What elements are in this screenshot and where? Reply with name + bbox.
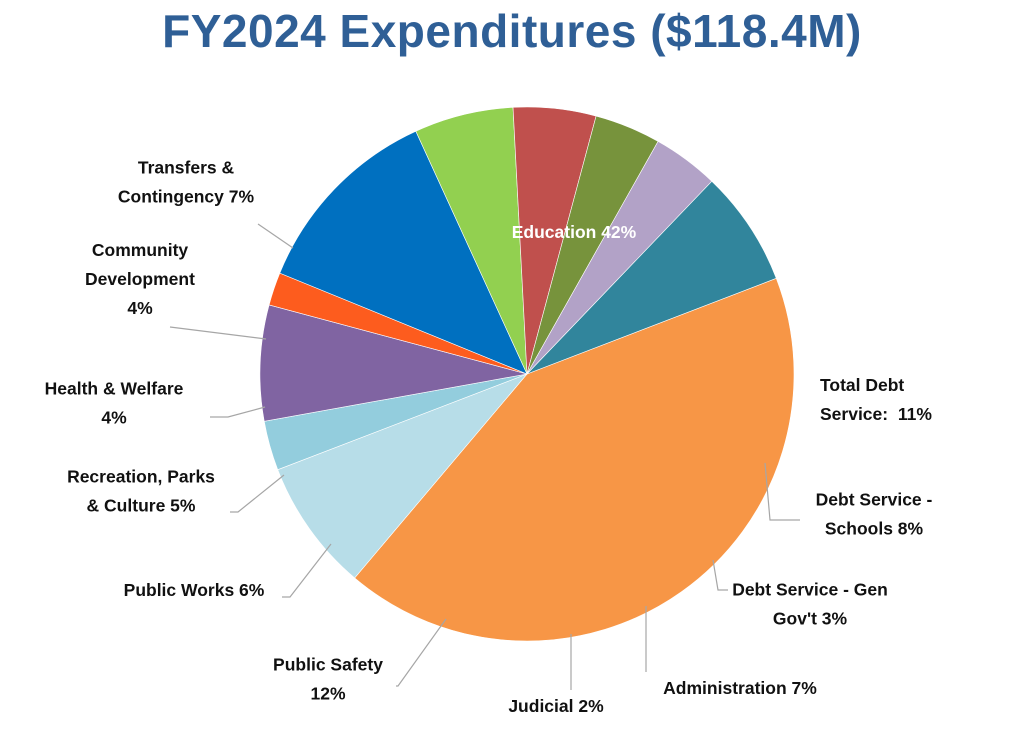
slice-label-judicial: Judicial 2% [508, 696, 604, 716]
group-label-total-debt-service: Total Debt Service: 11% [820, 375, 932, 424]
group-label-line: Total Debt [820, 375, 904, 395]
group-label-line: Service: 11% [820, 404, 932, 424]
slice-label-community-development: Community Development 4% [85, 240, 195, 318]
slice-label-line: Development [85, 269, 195, 289]
slice-administration [259, 304, 528, 422]
slice-label-public-safety: Public Safety 12% [273, 655, 383, 704]
slice-label-line: Health & Welfare [45, 379, 184, 399]
slice-label-recreation-parks-culture: Recreation, Parks & Culture 5% [67, 467, 215, 516]
slice-label-line: Education 42% [512, 222, 637, 242]
leader-line-transfers-contingency [257, 223, 294, 249]
slice-label-line: Public Safety [273, 655, 383, 675]
slice-label-line: 4% [101, 408, 127, 428]
slice-label-line: Community [92, 240, 189, 260]
leader-line-recreation-parks-culture [230, 474, 285, 513]
slice-label-line: Administration 7% [663, 678, 817, 698]
slice-transfers-contingency [526, 180, 777, 375]
leader-lines [169, 223, 800, 690]
leader-line-public-safety [396, 618, 447, 687]
slice-label-administration: Administration 7% [663, 678, 817, 698]
slice-label-education: Education 42% [512, 222, 637, 242]
slice-label-line: Judicial 2% [508, 696, 604, 716]
slice-label-health-welfare: Health & Welfare 4% [45, 379, 184, 428]
leader-line-debt-service-schools [764, 462, 800, 521]
slice-label-line: 4% [127, 298, 153, 318]
slice-label-line: Schools 8% [825, 519, 924, 539]
slice-label-line: Public Works 6% [124, 580, 265, 600]
slice-label-line: Recreation, Parks [67, 467, 215, 487]
chart-title: FY2024 Expenditures ($118.4M) [162, 5, 862, 57]
leader-line-health-welfare [210, 406, 266, 418]
slice-label-debt-service-gen-gov-t: Debt Service - Gen Gov't 3% [732, 580, 888, 629]
slice-label-line: Contingency 7% [118, 187, 255, 207]
slice-label-line: Gov't 3% [773, 609, 848, 629]
leader-line-debt-service-gen-gov-t [712, 559, 728, 591]
slice-label-line: 12% [310, 684, 345, 704]
slice-label-transfers-contingency: Transfers & Contingency 7% [118, 158, 255, 207]
slice-labels: Education 42%Debt Service -Schools 8%Deb… [45, 158, 933, 717]
slice-label-public-works: Public Works 6% [124, 580, 265, 600]
slice-label-line: Transfers & [138, 158, 235, 178]
leader-line-public-works [282, 543, 332, 598]
slice-public-safety [279, 130, 528, 375]
slice-label-line: Debt Service - [816, 490, 933, 510]
pie-slices [259, 106, 795, 642]
slice-debt-service-schools [277, 373, 528, 579]
slice-label-line: & Culture 5% [87, 496, 196, 516]
leader-line-community-development [169, 326, 267, 340]
slice-label-line: Debt Service - Gen [732, 580, 888, 600]
slice-label-debt-service-schools: Debt Service - Schools 8% [816, 490, 933, 539]
